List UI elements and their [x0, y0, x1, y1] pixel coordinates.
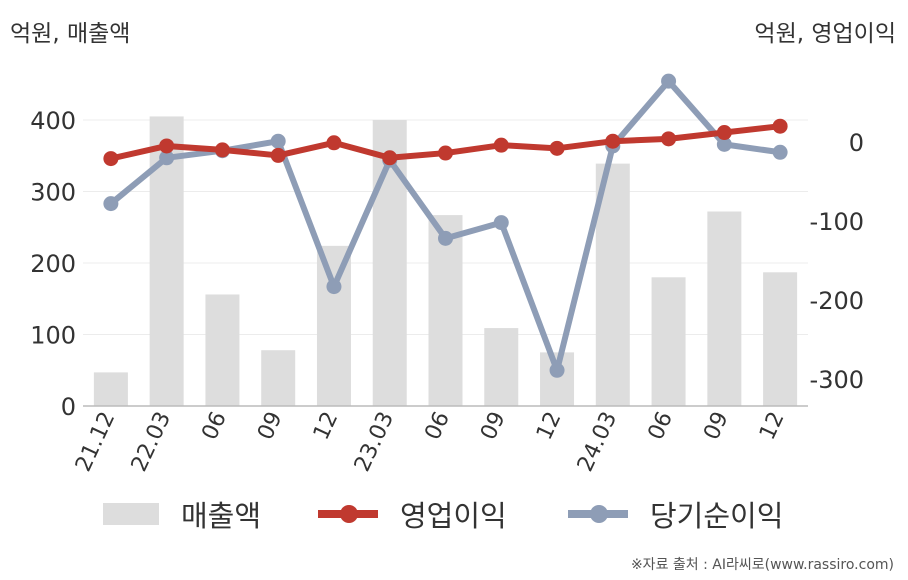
operating-profit-point — [772, 118, 788, 134]
bar-revenue — [595, 163, 630, 406]
source-footer: ※자료 출처 : AI라씨로(www.rassiro.com) — [630, 557, 894, 573]
y-left-tick-label: 300 — [30, 179, 76, 207]
bar-revenue — [205, 294, 240, 406]
y-left-tick-label: 0 — [61, 393, 76, 421]
x-tick-label: 12 — [532, 408, 566, 444]
legend-swatch-revenue — [103, 503, 159, 525]
x-tick-label: 12 — [309, 408, 343, 444]
operating-profit-point — [159, 138, 175, 154]
operating-profit-point — [326, 135, 342, 151]
legend-marker-operating-profit — [340, 505, 358, 523]
operating-profit-point — [493, 137, 509, 153]
net-income-point — [270, 133, 286, 149]
x-tick-label: 06 — [420, 408, 454, 444]
operating-profit-point — [661, 131, 677, 147]
operating-profit-point — [549, 140, 565, 156]
net-income-point — [103, 196, 119, 212]
x-tick-label: 09 — [476, 408, 510, 444]
operating-profit-point — [605, 133, 621, 149]
bar-revenue — [763, 272, 798, 406]
legend-label-operating-profit: 영업이익 — [400, 499, 507, 533]
legend-item-revenue: 매출액 — [103, 494, 261, 534]
legend-swatch-net-income — [568, 505, 628, 523]
bar-revenue — [316, 245, 351, 406]
legend-item-operating-profit: 영업이익 — [318, 494, 507, 534]
operating-profit-point — [270, 147, 286, 163]
y-right-tick-label: 0 — [849, 129, 864, 157]
net-income-point — [493, 215, 509, 231]
legend-marker-net-income — [590, 505, 608, 523]
operating-profit-point — [438, 145, 453, 161]
bar-revenue — [428, 215, 463, 406]
net-income-point — [438, 230, 453, 246]
bar-revenue — [484, 328, 519, 406]
net-income-point — [716, 136, 732, 152]
legend-item-net-income: 당기순이익 — [568, 494, 783, 534]
x-tick-label: 09 — [253, 408, 287, 444]
x-tick-label: 21.12 — [71, 408, 120, 476]
bar-revenue — [651, 277, 686, 406]
operating-profit-point — [214, 142, 230, 158]
x-tick-label: 06 — [644, 408, 678, 444]
net-income-point — [549, 362, 565, 378]
bar-revenue — [707, 211, 742, 406]
y-left-tick-label: 400 — [30, 107, 76, 135]
y-right-tick-label: -200 — [810, 287, 864, 315]
x-tick-label: 12 — [755, 408, 789, 444]
y-right-tick-label: -100 — [810, 208, 864, 236]
operating-profit-point — [103, 151, 119, 167]
net-income-point — [661, 73, 677, 89]
bar-revenue — [93, 372, 128, 406]
right-axis-unit: 억원, 영업이익 — [754, 21, 896, 47]
operating-profit-point — [382, 150, 398, 166]
legend-label-revenue: 매출액 — [181, 499, 262, 533]
net-income-point — [326, 279, 342, 295]
net-income-point — [159, 150, 175, 166]
x-tick-label: 06 — [197, 408, 231, 444]
legend-swatch-operating-profit — [318, 505, 378, 523]
combo-chart: 0 100 200 300 400 0 -100 -200 -300 21.12 22.03 06 09… — [30, 73, 864, 476]
x-tick-label: 22.03 — [127, 408, 176, 476]
y-left-tick-label: 200 — [30, 250, 76, 278]
x-tick-label: 09 — [699, 408, 733, 444]
y-left-tick-label: 100 — [30, 322, 76, 350]
net-income-point — [772, 144, 788, 160]
bar-revenue — [261, 350, 296, 406]
operating-profit-point — [716, 125, 732, 141]
x-tick-label: 23.03 — [350, 408, 399, 476]
y-right-tick-label: -300 — [810, 366, 864, 394]
x-tick-label: 24.03 — [573, 408, 622, 476]
left-axis-unit: 억원, 매출액 — [10, 21, 131, 47]
legend-label-net-income: 당기순이익 — [650, 499, 784, 533]
